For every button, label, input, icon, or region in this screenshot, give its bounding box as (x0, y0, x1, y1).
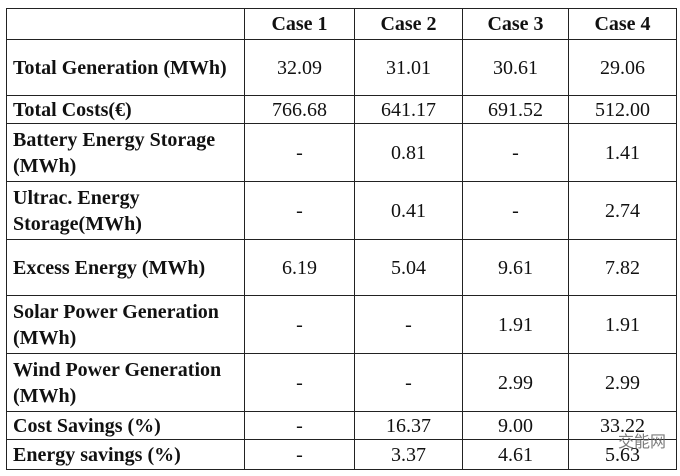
cell-value: 2.99 (568, 353, 677, 412)
table-row: Solar Power Generation (MWh) - -1.91 1.91 (6, 295, 677, 354)
cell-value: 6.19 (244, 239, 355, 296)
row-label: Energy savings (%) (6, 439, 245, 470)
row-label: Wind Power Generation (MWh) (6, 353, 245, 412)
cell-value: 32.09 (244, 39, 355, 96)
column-header: Case 3 (462, 8, 569, 40)
cell-value: 2.99 (462, 353, 569, 412)
cell-value: - (462, 123, 569, 182)
corner-cell (6, 8, 245, 40)
row-label: Excess Energy (MWh) (6, 239, 245, 296)
table-row: Wind Power Generation (MWh) - -2.99 2.99 (6, 353, 677, 412)
cell-value: 512.00 (568, 95, 677, 124)
table-row: Total Generation (MWh) 32.09 31.01 30.61 29.… (6, 39, 677, 96)
row-label: Battery Energy Storage (MWh) (6, 123, 245, 182)
table-head: Case 1 Case 2 Case 3 Case 4 (6, 8, 677, 40)
cell-value: 33.22 (568, 411, 677, 440)
cell-value: - (244, 353, 355, 412)
cell-value: - (244, 123, 355, 182)
table-row: Energy savings (%) -3.37 4.61 5.63 (6, 439, 677, 470)
cell-value: 9.61 (462, 239, 569, 296)
column-header: Case 2 (354, 8, 463, 40)
cell-value: - (354, 353, 463, 412)
cell-value: 7.82 (568, 239, 677, 296)
row-label: Total Generation (MWh) (6, 39, 245, 96)
cell-value: 4.61 (462, 439, 569, 470)
cell-value: 0.81 (354, 123, 463, 182)
cell-value: 5.04 (354, 239, 463, 296)
cell-value: - (354, 295, 463, 354)
cell-value: 5.63 (568, 439, 677, 470)
column-header: Case 1 (244, 8, 355, 40)
row-label: Solar Power Generation (MWh) (6, 295, 245, 354)
cell-value: 0.41 (354, 181, 463, 240)
cell-value: 30.61 (462, 39, 569, 96)
data-table: Case 1 Case 2 Case 3 Case 4 Total Generatio… (6, 8, 677, 470)
cell-value: 641.17 (354, 95, 463, 124)
table-body: Total Generation (MWh) 32.09 31.01 30.61 29.… (6, 39, 677, 470)
column-header: Case 4 (568, 8, 677, 40)
table-row: Battery Energy Storage (MWh) -0.81-1.41 (6, 123, 677, 182)
cell-value: 766.68 (244, 95, 355, 124)
row-label: Cost Savings (%) (6, 411, 245, 440)
cell-value: 16.37 (354, 411, 463, 440)
row-label: Ultrac. Energy Storage(MWh) (6, 181, 245, 240)
cell-value: - (244, 439, 355, 470)
cell-value: 1.41 (568, 123, 677, 182)
row-label: Total Costs(€) (6, 95, 245, 124)
cell-value: - (244, 181, 355, 240)
cell-value: 2.74 (568, 181, 677, 240)
watermark: 交能网 (617, 432, 666, 451)
cell-value: - (244, 411, 355, 440)
cell-value: 3.37 (354, 439, 463, 470)
cell-value: - (244, 295, 355, 354)
table-row: Ultrac. Energy Storage(MWh) -0.41-2.74 (6, 181, 677, 240)
cell-value: 1.91 (568, 295, 677, 354)
table-row: Excess Energy (MWh) 6.19 5.04 9.61 7.82 (6, 239, 677, 296)
cell-value: - (462, 181, 569, 240)
table-row: Cost Savings (%) -16.37 9.00 33.22 (6, 411, 677, 440)
cell-value: 31.01 (354, 39, 463, 96)
cell-value: 691.52 (462, 95, 569, 124)
table-row: Total Costs(€) 766.68 641.17 691.52 512.00 (6, 95, 677, 124)
header-row: Case 1 Case 2 Case 3 Case 4 (6, 8, 677, 40)
cell-value: 29.06 (568, 39, 677, 96)
cell-value: 1.91 (462, 295, 569, 354)
cell-value: 9.00 (462, 411, 569, 440)
